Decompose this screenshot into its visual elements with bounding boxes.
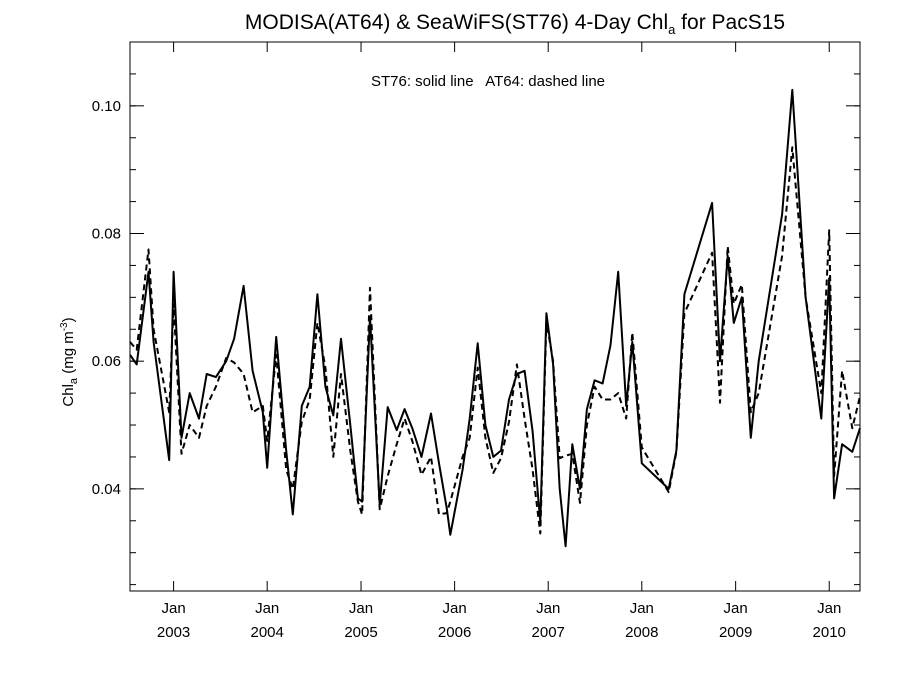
axis-ticks: 0.04 0.06 0.08 0.10 Jan 2003 Jan 2004 Jan 2005 Jan… [92,41,860,641]
x-tick-year-label: 2005 [344,624,377,641]
x-tick-year-label: 2010 [813,624,846,641]
y-axis-label-subscript: a [68,377,80,384]
x-tick-year-label: 2009 [719,624,752,641]
x-tick-month-label: Jan [724,600,748,617]
x-tick-year-label: 2007 [532,624,565,641]
chart-title-rest: for PacS15 [675,11,785,34]
x-tick-month-label: Jan [443,600,467,617]
plot-frame [129,41,861,592]
y-axis-label-main: Chl [60,384,77,407]
y-axis-label: Chla (mg m-3) [59,317,80,406]
y-axis-label-superscript: -3 [59,322,70,331]
plot-axes [129,41,861,592]
data-series [129,88,861,548]
y-axis-label-close: ) [60,317,77,322]
line-style-annotation: ST76: solid line AT64: dashed line [371,73,605,90]
chart-title-subscript: a [668,22,676,37]
y-tick-label: 0.04 [92,481,121,498]
x-tick-month-label: Jan [817,600,841,617]
y-tick-label: 0.10 [92,98,121,115]
x-tick-year-label: 2006 [438,624,471,641]
y-tick-label: 0.06 [92,353,121,370]
y-axis-label-unit: (mg m [60,331,77,378]
x-tick-month-label: Jan [255,600,279,617]
series-line-at64 [129,146,861,535]
x-tick-year-label: 2003 [157,624,190,641]
chart-title: MODISA(AT64) & SeaWiFS(ST76) 4-Day Chla … [245,11,785,37]
x-tick-year-label: 2004 [250,624,283,641]
series-line-st76 [129,88,861,548]
y-tick-label: 0.08 [92,226,121,243]
chart-title-main: MODISA(AT64) & SeaWiFS(ST76) 4-Day Chl [245,11,668,34]
x-tick-month-label: Jan [630,600,654,617]
x-tick-month-label: Jan [161,600,185,617]
x-tick-month-label: Jan [536,600,560,617]
x-tick-year-label: 2008 [625,624,658,641]
x-tick-month-label: Jan [349,600,373,617]
